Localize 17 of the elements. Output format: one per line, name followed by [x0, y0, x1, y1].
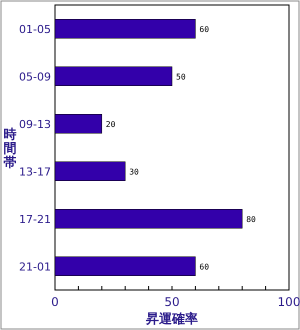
y-tick-label: 09-13	[19, 118, 51, 131]
data-label: 60	[199, 24, 210, 34]
x-tick-label: 0	[51, 295, 59, 309]
y-tick-label: 05-09	[19, 70, 51, 84]
x-tick-label: 100	[278, 295, 300, 309]
data-label: 30	[129, 167, 140, 176]
y-tick-label: 13-17	[19, 165, 51, 178]
y-tick-label: 01-05	[19, 22, 51, 36]
data-label: 60	[199, 262, 210, 272]
x-tick-label: 50	[164, 295, 180, 309]
x-axis-title: 昇運確率	[145, 311, 198, 327]
data-label: 80	[246, 214, 256, 224]
y-tick-label: 17-21	[19, 212, 51, 226]
y-axis-title: 時間帯	[4, 128, 16, 170]
data-label: 20	[106, 120, 116, 129]
data-label: 50	[176, 72, 186, 82]
y-tick-label: 21-01	[19, 260, 51, 274]
